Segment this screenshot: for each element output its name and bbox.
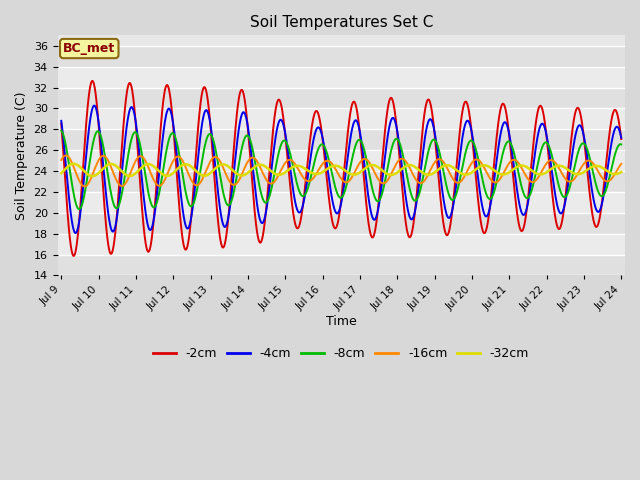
Bar (58, 150, 625, 171)
-16cm (504, 161, 512, 167)
Bar (58, 213, 625, 234)
-32cm (214, 163, 222, 169)
-32cm (568, 170, 576, 176)
-2cm (504, 126, 512, 132)
-4cm (504, 127, 512, 133)
-8cm (214, 158, 221, 164)
-2cm (584, 173, 591, 179)
-4cm (584, 158, 591, 164)
-4cm (58, 118, 65, 124)
Y-axis label: Soil Temperature (C): Soil Temperature (C) (15, 91, 28, 220)
-32cm (504, 170, 512, 176)
Bar (58, 129, 625, 150)
Line: -8cm: -8cm (61, 131, 621, 209)
Bar (58, 87, 625, 108)
Bar (58, 108, 625, 129)
-16cm (370, 168, 378, 174)
-4cm (618, 135, 625, 141)
-32cm (584, 167, 591, 172)
Text: BC_met: BC_met (63, 42, 115, 55)
Bar (58, 171, 625, 192)
-4cm (214, 189, 222, 194)
Bar (58, 254, 625, 276)
Line: -4cm: -4cm (61, 106, 621, 233)
-2cm (370, 232, 378, 238)
Bar (58, 234, 625, 254)
Title: Soil Temperatures Set C: Soil Temperatures Set C (250, 15, 433, 30)
-16cm (214, 156, 222, 161)
Bar (58, 192, 625, 213)
-2cm (58, 120, 65, 126)
-8cm (618, 142, 625, 147)
-4cm (370, 217, 378, 223)
-4cm (568, 152, 576, 157)
-32cm (618, 169, 625, 175)
-16cm (358, 157, 365, 163)
Line: -16cm: -16cm (61, 156, 621, 186)
-2cm (358, 152, 365, 157)
-8cm (58, 128, 65, 133)
Line: -2cm: -2cm (61, 81, 621, 256)
-16cm (62, 153, 70, 158)
Bar (58, 46, 625, 67)
-2cm (568, 129, 576, 134)
-16cm (58, 157, 65, 163)
-32cm (70, 161, 77, 167)
-4cm (358, 142, 365, 148)
-32cm (58, 170, 65, 176)
-16cm (81, 183, 88, 189)
-2cm (214, 217, 222, 223)
-8cm (370, 192, 378, 197)
-2cm (88, 78, 96, 84)
-8cm (358, 139, 365, 145)
-2cm (618, 136, 625, 142)
-8cm (568, 175, 576, 181)
-32cm (88, 173, 96, 179)
-8cm (584, 147, 591, 153)
Bar (58, 67, 625, 87)
-32cm (358, 168, 365, 174)
-8cm (76, 206, 83, 212)
-8cm (504, 139, 512, 144)
-2cm (70, 253, 77, 259)
-32cm (370, 162, 378, 168)
Legend: -2cm, -4cm, -8cm, -16cm, -32cm: -2cm, -4cm, -8cm, -16cm, -32cm (148, 342, 534, 365)
-4cm (90, 103, 98, 108)
-16cm (568, 178, 576, 184)
-16cm (618, 161, 625, 167)
X-axis label: Time: Time (326, 315, 356, 328)
-16cm (584, 158, 591, 164)
-4cm (72, 230, 79, 236)
Line: -32cm: -32cm (61, 164, 621, 176)
